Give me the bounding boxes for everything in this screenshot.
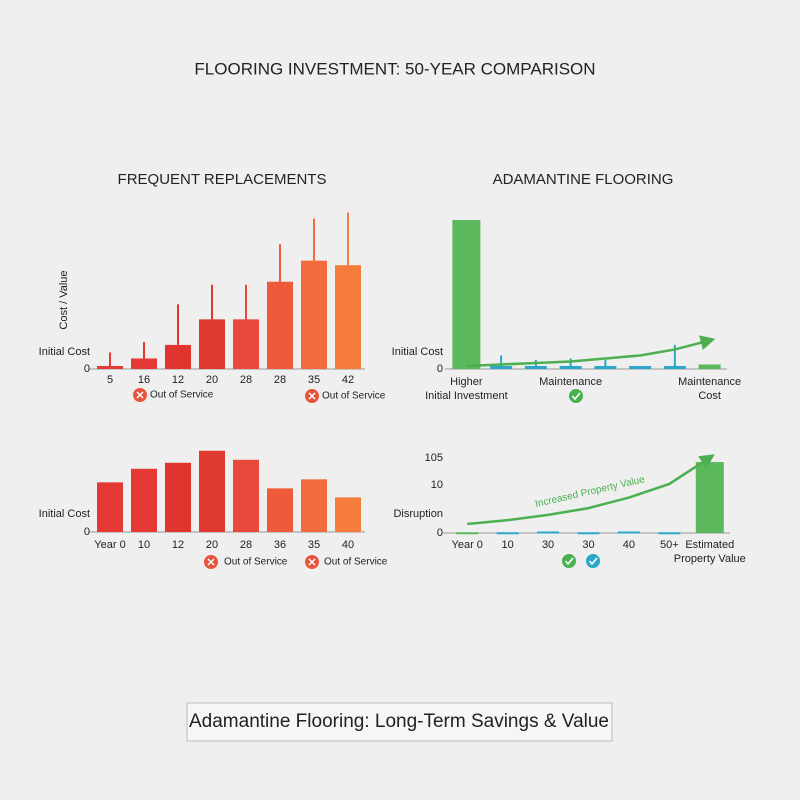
y-tick-label: Initial Cost — [39, 508, 90, 520]
x-tick-label: 12 — [172, 374, 184, 386]
x-tick-label: 42 — [342, 374, 354, 386]
check-icon — [586, 554, 600, 568]
x-tick-label: 28 — [240, 539, 252, 551]
x-tick-label: 40 — [342, 539, 354, 551]
bar — [617, 531, 640, 534]
bar — [233, 459, 259, 532]
check-glyph — [564, 557, 574, 566]
bar — [695, 462, 724, 533]
check-glyph — [571, 392, 581, 401]
y-tick-label: 105 — [425, 452, 443, 464]
footer-text: Adamantine Flooring: Long-Term Savings &… — [189, 711, 609, 732]
footer-box — [186, 702, 613, 742]
y-tick-label: Initial Cost — [392, 346, 443, 358]
x-tick-label: 16 — [138, 374, 150, 386]
annotation: Out of Service — [324, 557, 388, 568]
bar — [577, 532, 600, 535]
x-tick-label: Estimated Property Value — [674, 539, 746, 565]
label-line: Cost — [698, 390, 721, 402]
bar — [335, 497, 361, 532]
bar — [456, 532, 479, 535]
y-axis-label: Cost / Value — [58, 270, 70, 329]
icon-glyph — [308, 392, 316, 400]
annotation: Out of Service — [224, 557, 288, 568]
label-line: Higher — [450, 376, 483, 388]
icon-glyph — [207, 558, 215, 566]
bar — [698, 364, 721, 369]
bar — [496, 532, 519, 535]
chart-title: ADAMANTINE FLOORING — [493, 171, 674, 188]
x-tick-label: 36 — [274, 539, 286, 551]
bar — [97, 482, 123, 532]
bar — [233, 319, 259, 369]
chart-title: FREQUENT REPLACEMENTS — [118, 171, 327, 188]
label-line: Maintenance — [678, 376, 741, 388]
x-tick-label: 12 — [172, 539, 184, 551]
y-tick-label: 0 — [84, 363, 90, 375]
bar — [658, 532, 681, 535]
bar — [301, 479, 327, 532]
label-line: Estimated — [685, 539, 734, 551]
annotation: Out of Service — [150, 390, 214, 401]
x-tick-label: 35 — [308, 539, 320, 551]
label-line: Initial Investment — [425, 390, 508, 402]
x-tick-label: Higher Initial Investment — [425, 376, 508, 402]
x-tick-label: 40 — [623, 539, 635, 551]
bar — [165, 462, 191, 532]
x-tick-label: 28 — [240, 374, 252, 386]
x-tick-label: Maintenance Cost — [678, 376, 741, 402]
bar — [335, 265, 361, 369]
annotation: Out of Service — [322, 391, 386, 402]
x-tick-label: 5 — [107, 374, 113, 386]
bar — [559, 365, 582, 369]
bar — [131, 358, 157, 369]
y-tick-label: Disruption — [393, 508, 443, 520]
y-tick-label: 0 — [437, 527, 443, 539]
bar — [131, 468, 157, 532]
x-tick-label: 20 — [206, 539, 218, 551]
bar — [452, 220, 481, 369]
y-tick-label: 0 — [84, 526, 90, 538]
x-tick-label: 30 — [582, 539, 594, 551]
bar — [267, 488, 293, 532]
check-glyph — [588, 557, 598, 566]
x-tick-label: Maintenance — [539, 376, 602, 388]
bar — [301, 260, 327, 369]
x-tick-label: 10 — [138, 539, 150, 551]
bar — [490, 365, 513, 369]
page-title: FLOORING INVESTMENT: 50-YEAR COMPARISON — [194, 59, 595, 78]
bar — [165, 344, 191, 369]
x-tick-label: Year 0 — [452, 539, 483, 551]
icon-glyph — [136, 391, 144, 399]
x-tick-label: 35 — [308, 374, 320, 386]
x-tick-label: 28 — [274, 374, 286, 386]
bar — [267, 281, 293, 369]
x-tick-label: 50+ — [660, 539, 679, 551]
x-tick-label: Year 0 — [94, 539, 125, 551]
bar — [629, 365, 652, 369]
bar — [524, 365, 547, 369]
x-tick-label: 30 — [542, 539, 554, 551]
x-tick-label: 10 — [502, 539, 514, 551]
trend-line — [467, 454, 715, 526]
x-tick-label: 20 — [206, 374, 218, 386]
bar — [199, 319, 225, 369]
trend-line — [466, 335, 716, 368]
bar — [594, 365, 617, 369]
bar — [537, 531, 560, 534]
bar — [199, 450, 225, 532]
check-icon — [562, 554, 576, 568]
label-line: Property Value — [674, 553, 746, 565]
y-tick-label: 10 — [431, 479, 443, 491]
y-tick-label: Initial Cost — [39, 346, 90, 358]
check-icon — [569, 389, 583, 403]
bar — [663, 365, 686, 369]
y-tick-label: 0 — [437, 363, 443, 375]
bar — [97, 365, 123, 369]
icon-glyph — [308, 558, 316, 566]
